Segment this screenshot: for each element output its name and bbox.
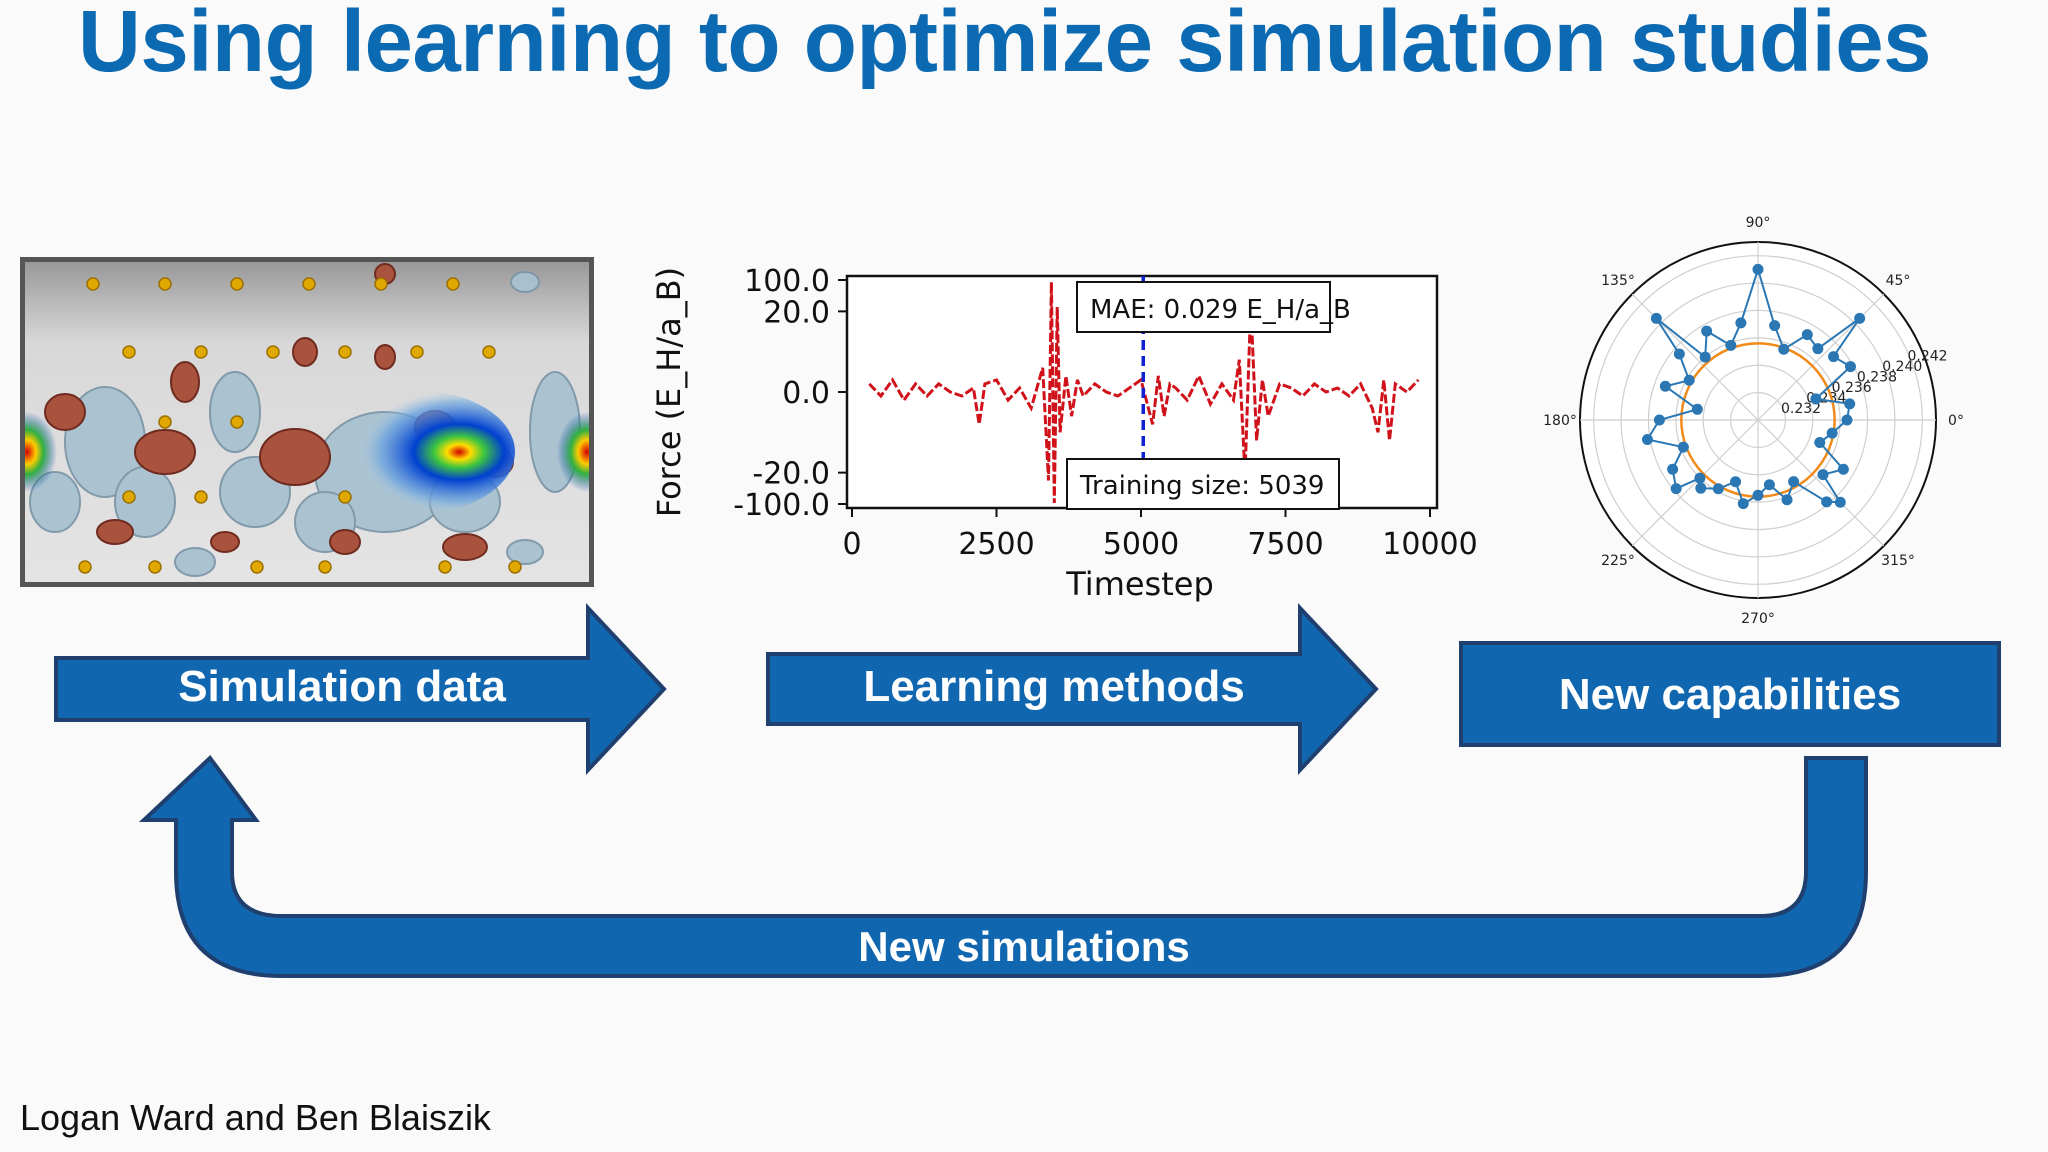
step-new-capabilities: New capabilities	[1558, 670, 1902, 719]
polar-point	[1778, 343, 1790, 355]
polar-point	[1650, 312, 1662, 324]
polar-point	[1653, 414, 1665, 426]
angle-tick-label: 135°	[1601, 273, 1635, 289]
polar-point	[1821, 496, 1833, 508]
x-tick-label: 0	[842, 527, 861, 562]
angular-gridline	[1631, 419, 1759, 547]
polar-point	[1694, 472, 1706, 484]
polar-point	[1699, 351, 1711, 363]
polar-point	[1730, 476, 1742, 488]
polar-point	[1854, 312, 1866, 324]
radial-tick-label: 0.232	[1781, 401, 1821, 417]
polar-point	[1841, 414, 1853, 426]
radial-tick-label: 0.242	[1907, 349, 1947, 365]
polar-point	[1834, 496, 1846, 508]
polar-point	[1763, 479, 1775, 491]
radial-tick-label: 0.238	[1857, 370, 1897, 386]
polar-point	[1683, 374, 1695, 386]
polar-point	[1667, 463, 1679, 475]
flow-arrow-1	[54, 602, 667, 776]
polar-point	[1844, 361, 1856, 373]
polar-point	[1735, 317, 1747, 329]
polar-point	[1828, 351, 1840, 363]
radial-tick-label: 0.240	[1882, 359, 1922, 375]
polar-point	[1725, 339, 1737, 351]
polar-point	[1752, 263, 1764, 275]
y-tick-label: 100.0	[744, 264, 830, 299]
x-axis-label: Timestep	[1065, 565, 1214, 603]
polar-point	[1810, 393, 1822, 405]
step-learning-methods: Learning methods	[863, 662, 1245, 711]
y-tick-label: 20.0	[763, 295, 830, 330]
angular-gridline	[1757, 419, 1885, 547]
polar-point	[1677, 441, 1689, 453]
x-tick-label: 5000	[1103, 527, 1179, 562]
training-size-annotation: Training size: 5039	[1079, 471, 1324, 501]
polar-capabilities-chart: 0°45°90°135°180°225°270°315°0.2320.2340.…	[1543, 215, 1964, 627]
y-tick-label: 0.0	[782, 376, 830, 411]
angle-tick-label: 180°	[1543, 413, 1577, 429]
polar-point	[1752, 489, 1764, 501]
polar-point	[1737, 498, 1749, 510]
x-tick-label: 10000	[1382, 527, 1477, 562]
polar-point	[1695, 482, 1707, 494]
step-simulation-data: Simulation data	[178, 662, 506, 711]
polar-point	[1801, 329, 1813, 341]
polar-point	[1817, 469, 1829, 481]
polar-point	[1641, 433, 1653, 445]
slide-title: Using learning to optimize simulation st…	[78, 0, 1932, 90]
polar-point	[1769, 320, 1781, 332]
y-tick-label: -20.0	[752, 457, 830, 492]
angle-tick-label: 45°	[1886, 273, 1911, 289]
force-series-line	[868, 282, 1420, 504]
polar-point	[1670, 483, 1682, 495]
polar-point	[1712, 483, 1724, 495]
polar-point	[1837, 463, 1849, 475]
polar-point	[1701, 325, 1713, 337]
flow-box-3	[1459, 641, 2001, 747]
radial-tick-label: 0.236	[1832, 380, 1872, 396]
polar-point	[1788, 476, 1800, 488]
polar-point	[1812, 343, 1824, 355]
polar-point	[1673, 348, 1685, 360]
polar-point	[1844, 398, 1856, 410]
polar-point	[1659, 380, 1671, 392]
angle-tick-label: 270°	[1741, 611, 1775, 627]
polar-point	[1781, 494, 1793, 506]
y-axis-label: Force (E_H/a_B)	[650, 267, 688, 517]
x-tick-label: 2500	[958, 527, 1034, 562]
angle-tick-label: 90°	[1746, 215, 1771, 231]
x-tick-label: 7500	[1247, 527, 1323, 562]
simulation-visualization-image	[20, 257, 594, 587]
polar-point	[1826, 427, 1838, 439]
angle-tick-label: 315°	[1881, 553, 1915, 569]
polar-point	[1814, 436, 1826, 448]
y-tick-label: -100.0	[733, 488, 830, 523]
angle-tick-label: 0°	[1948, 413, 1964, 429]
force-timestep-chart: 100.020.0 0.0 -20.0-100.0 0 2500 5000 7500 100…	[650, 264, 1478, 603]
loop-new-simulations: New simulations	[858, 923, 1190, 970]
author-credit: Logan Ward and Ben Blaiszik	[20, 1097, 491, 1138]
mae-annotation: MAE: 0.029 E_H/a_B	[1090, 295, 1351, 325]
angle-tick-label: 225°	[1601, 553, 1635, 569]
feedback-loop-arrow	[138, 755, 1868, 978]
polar-point	[1691, 403, 1703, 415]
flow-arrow-2	[766, 602, 1379, 776]
